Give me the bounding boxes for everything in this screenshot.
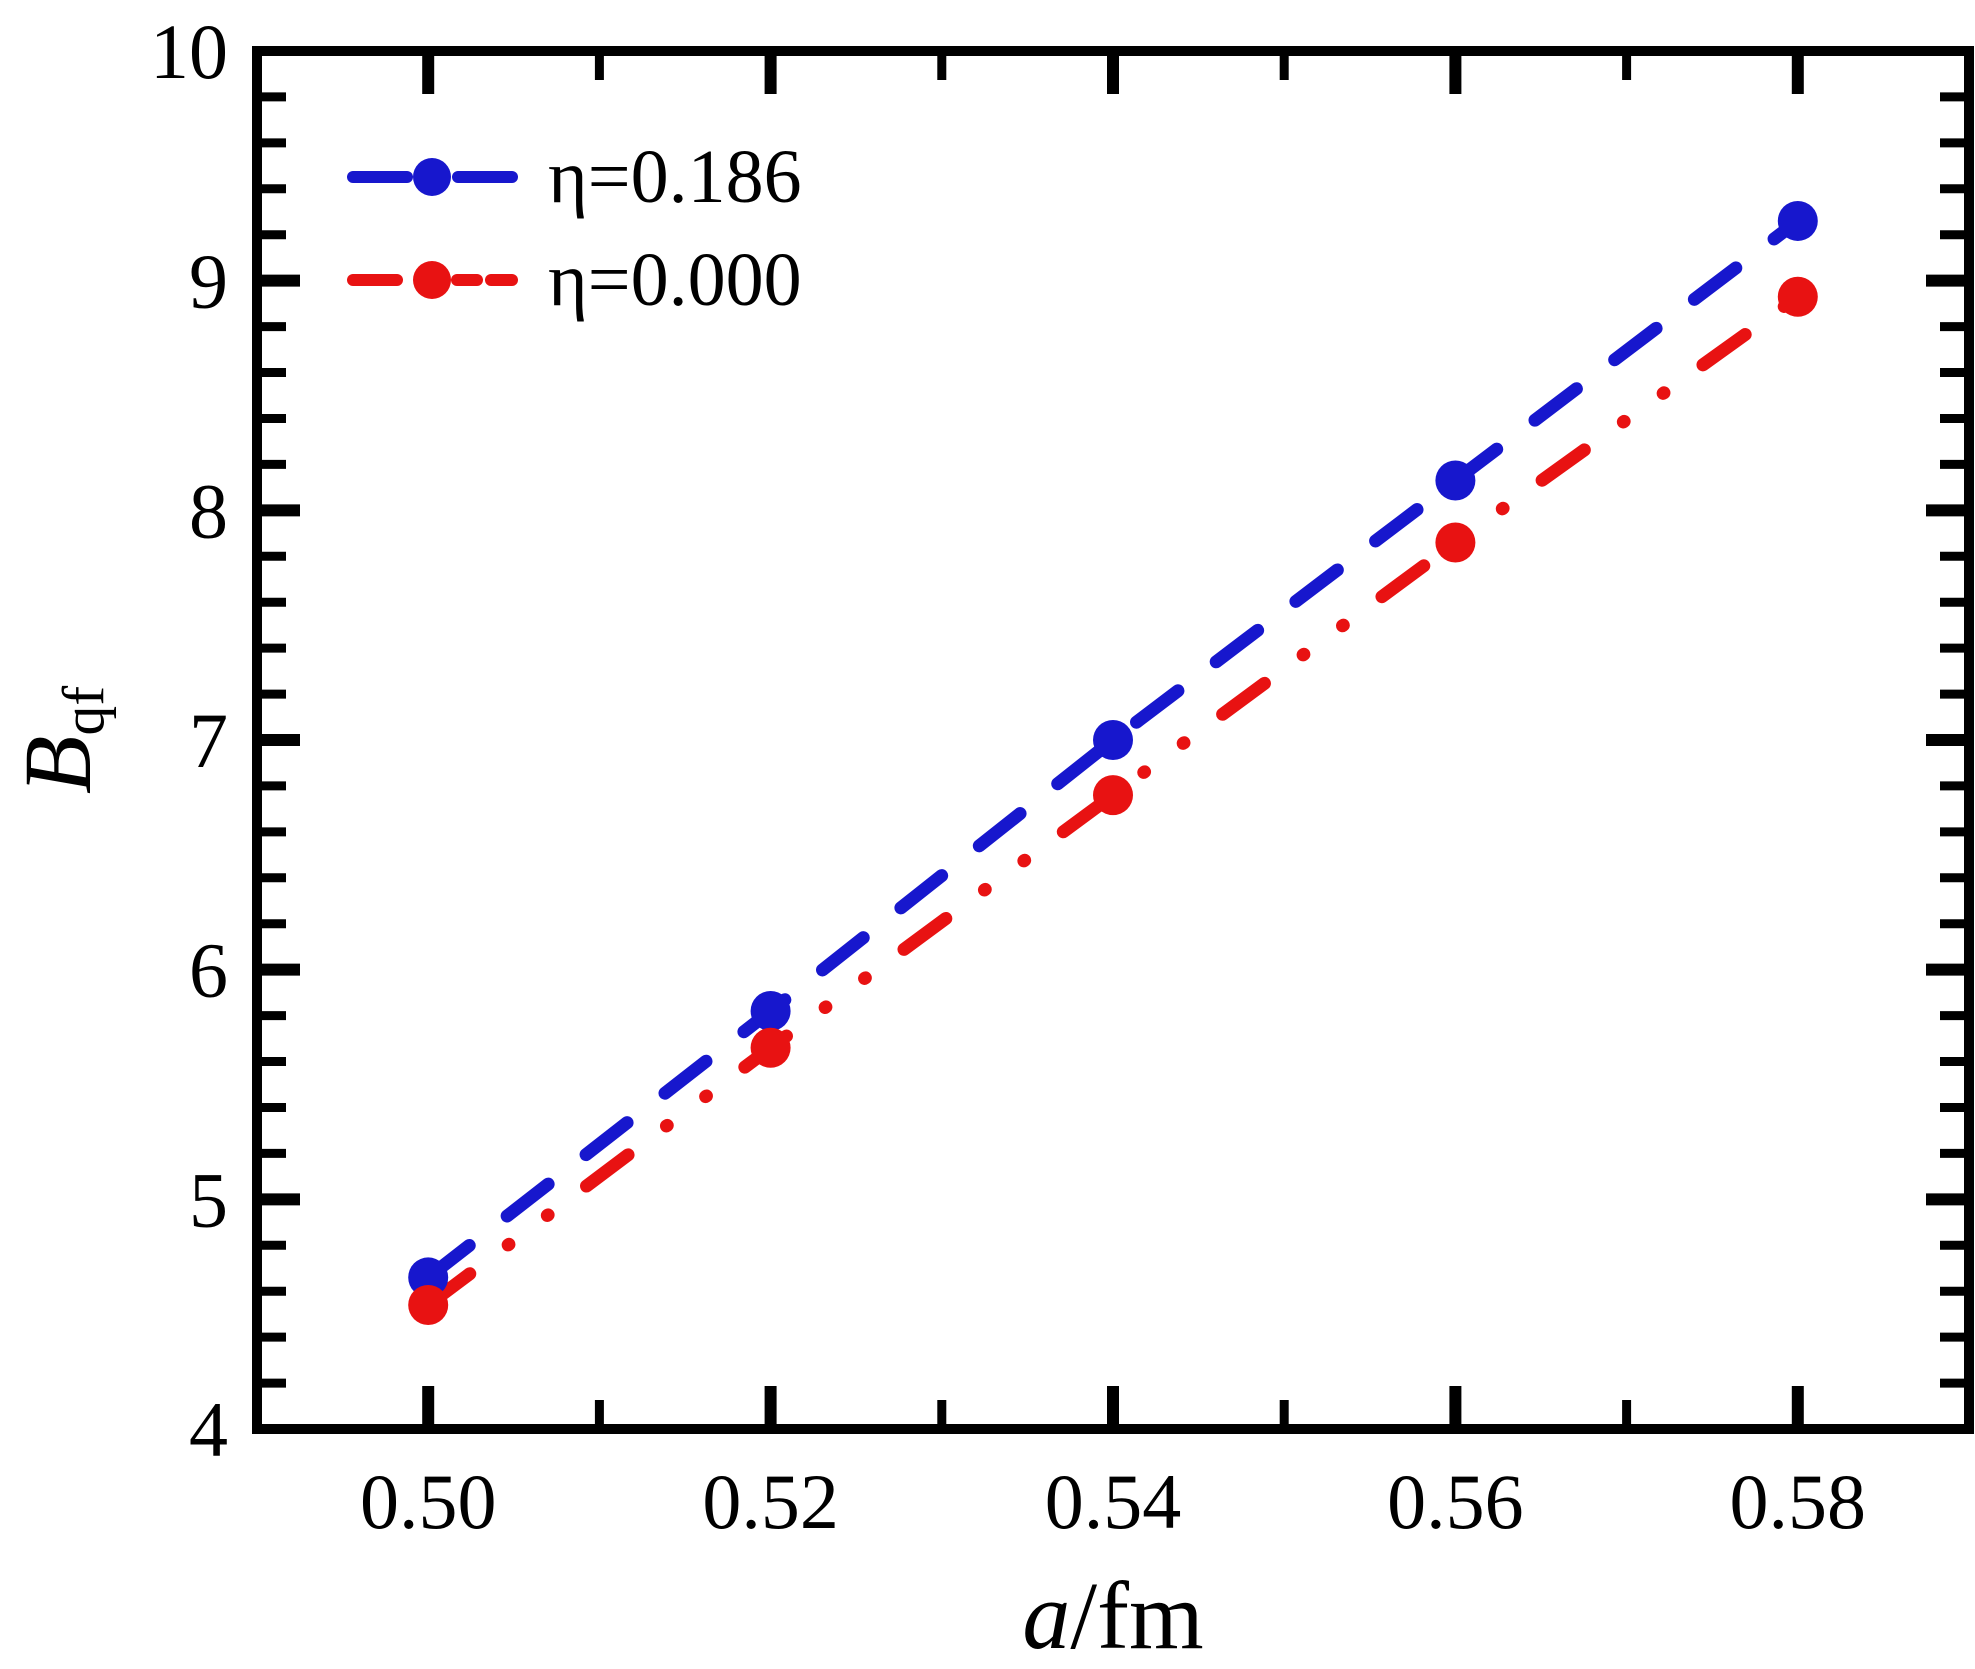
y-axis-variable: B <box>4 735 112 795</box>
data-point-series0-2 <box>1093 720 1133 760</box>
x-axis-variable: a <box>1022 1562 1071 1669</box>
y-tick-label: 4 <box>189 1386 228 1473</box>
y-tick-label: 6 <box>189 927 228 1014</box>
y-axis-title: Bqf <box>4 685 117 794</box>
x-axis-title: a/fm <box>1022 1568 1203 1664</box>
legend-label: η=0.186 <box>548 135 802 219</box>
legend-dashed-line-circle-icon <box>347 158 518 196</box>
data-point-series0-4 <box>1777 200 1818 241</box>
data-point-series1-3 <box>1435 522 1476 563</box>
series-line-0 <box>421 214 1805 1284</box>
data-point-series1-0 <box>408 1284 449 1325</box>
x-tick-label: 0.58 <box>1730 1458 1867 1545</box>
x-tick-label: 0.56 <box>1387 1458 1524 1545</box>
plot-frame <box>252 46 1974 1434</box>
series-line-1 <box>421 290 1805 1312</box>
data-point-series1-1 <box>750 1027 791 1068</box>
data-point-series0-0 <box>408 1257 449 1298</box>
y-tick-label: 7 <box>189 697 228 784</box>
legend-item-eta-0000: η=0.000 <box>345 235 802 325</box>
y-tick-label: 5 <box>189 1156 228 1243</box>
legend-marker-circle-icon <box>413 261 451 299</box>
x-tick-label: 0.50 <box>360 1458 497 1545</box>
data-point-series0-1 <box>750 991 791 1032</box>
legend: η=0.186 η=0.000 <box>345 132 802 325</box>
legend-item-eta-0186: η=0.186 <box>345 132 802 222</box>
legend-label: η=0.000 <box>548 238 802 322</box>
x-tick-label: 0.54 <box>1045 1458 1182 1545</box>
data-point-series1-4 <box>1777 276 1818 317</box>
y-tick-label: 10 <box>150 8 228 95</box>
x-tick-label: 0.52 <box>702 1458 839 1545</box>
legend-marker-circle-icon <box>413 158 451 196</box>
x-axis-unit: /fm <box>1070 1562 1204 1669</box>
data-point-series0-3 <box>1435 460 1476 501</box>
y-axis-subscript: qf <box>50 685 117 736</box>
y-tick-label: 8 <box>189 467 228 554</box>
y-tick-label: 9 <box>189 238 228 325</box>
data-point-series1-2 <box>1093 775 1133 816</box>
legend-dashdot-line-circle-icon <box>347 261 518 299</box>
